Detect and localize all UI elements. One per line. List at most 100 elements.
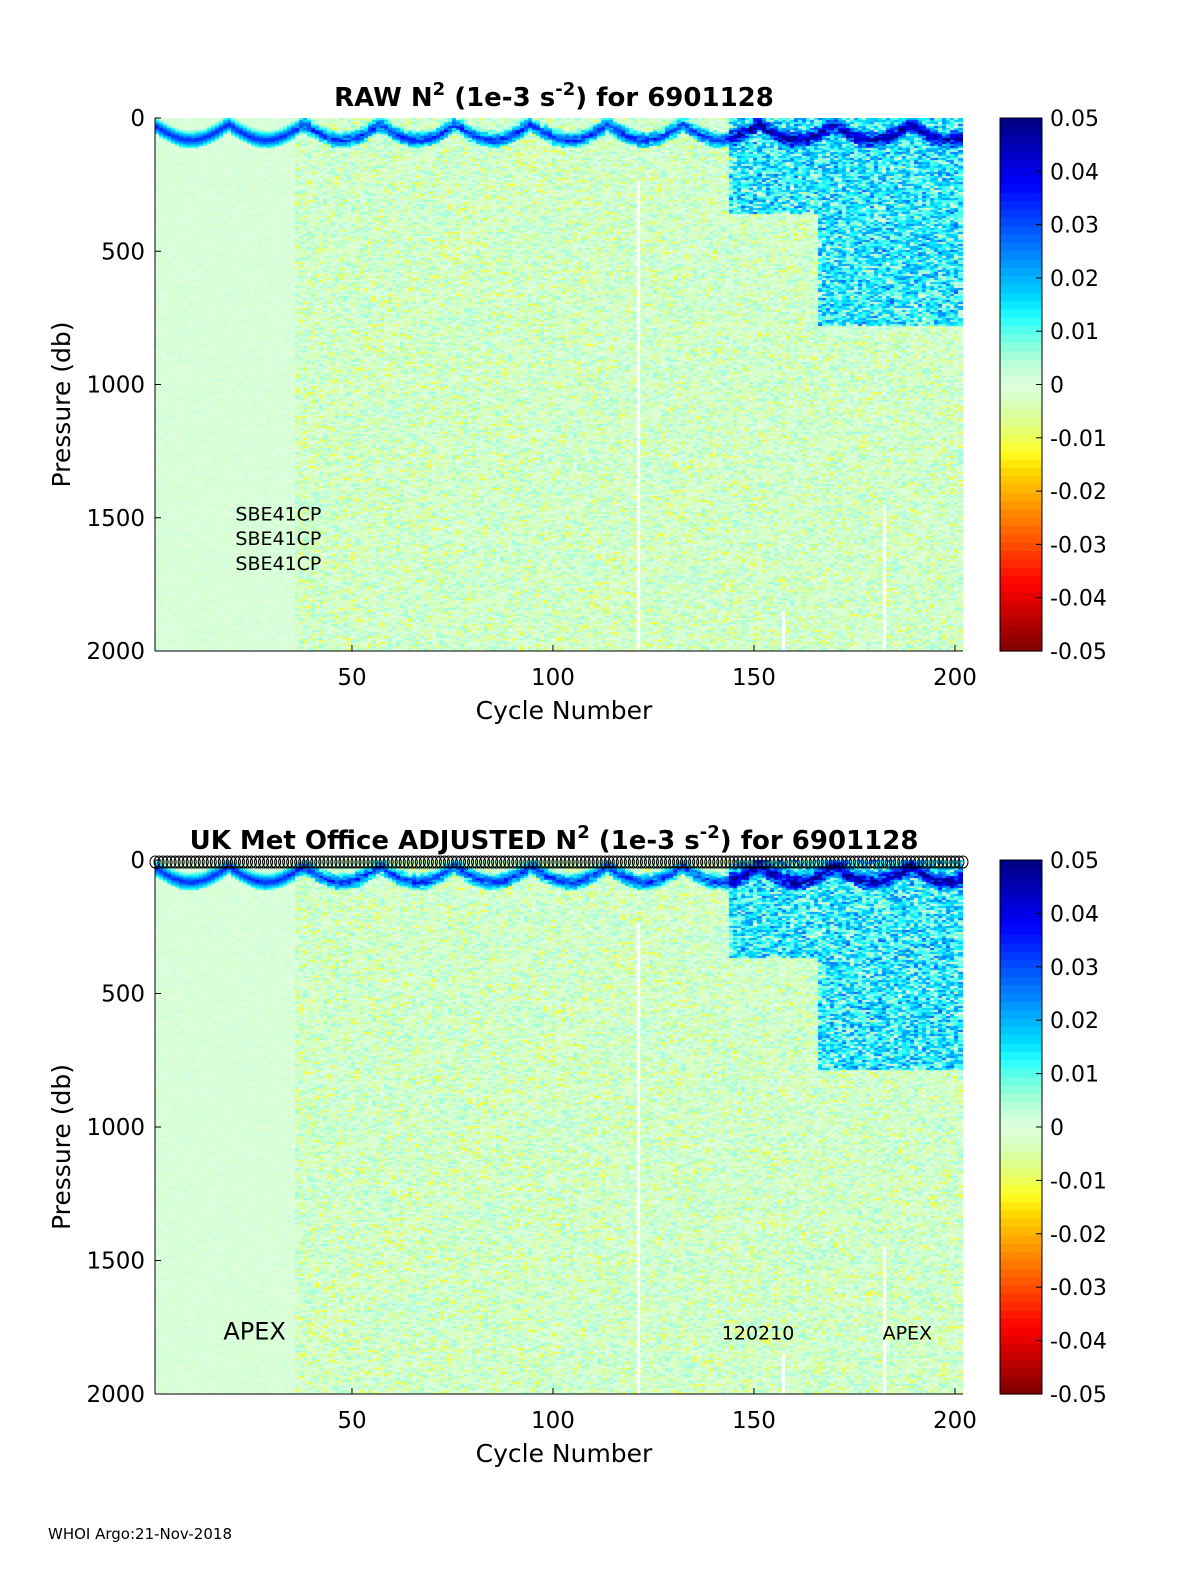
qc-marker	[366, 855, 378, 869]
qc-marker	[615, 855, 627, 869]
qc-marker	[422, 855, 434, 869]
colorbar-segment	[1000, 1352, 1042, 1362]
colorbar-segment	[1000, 1177, 1042, 1187]
qc-marker	[949, 855, 961, 869]
colorbar-segment	[1000, 985, 1042, 995]
qc-marker	[442, 855, 454, 869]
qc-marker	[314, 855, 326, 869]
qc-marker	[929, 855, 941, 869]
colorbar-tick-label: 0.01	[1050, 320, 1099, 345]
colorbar-segment	[1000, 893, 1042, 903]
qc-marker	[157, 855, 169, 869]
colorbar-segment	[1000, 209, 1042, 219]
colorbar-segment	[1000, 860, 1042, 869]
colorbar-segment	[1000, 1243, 1042, 1253]
qc-marker	[559, 855, 571, 869]
colorbar-segment	[1000, 1001, 1042, 1011]
annotation-label: SBE41CP	[235, 553, 321, 575]
qc-marker	[869, 855, 881, 869]
qc-marker	[249, 855, 261, 869]
qc-marker	[788, 855, 800, 869]
colorbar-segment	[1000, 642, 1042, 652]
qc-marker	[414, 855, 426, 869]
colorbar-segment	[1000, 267, 1042, 277]
qc-marker	[406, 855, 418, 869]
qc-marker	[627, 855, 639, 869]
qc-marker	[611, 855, 623, 869]
qc-marker	[848, 855, 860, 869]
qc-marker	[740, 855, 752, 869]
y-tick-label: 500	[101, 239, 145, 265]
qc-marker	[334, 855, 346, 869]
colorbar-segment	[1000, 1310, 1042, 1320]
x-tick-label: 150	[732, 1408, 776, 1434]
colorbar-tick-label: -0.02	[1050, 480, 1107, 505]
colorbar-segment	[1000, 1018, 1042, 1028]
colorbar-segment	[1000, 226, 1042, 236]
colorbar-segment	[1000, 376, 1042, 386]
colorbar-tick-label: 0.05	[1050, 849, 1099, 874]
x-tick-label: 150	[732, 665, 776, 691]
qc-marker	[523, 855, 535, 869]
qc-marker	[471, 855, 483, 869]
colorbar-segment	[1000, 401, 1042, 411]
qc-marker	[310, 855, 322, 869]
colorbar-tick-label: 0.02	[1050, 267, 1099, 292]
colorbar-segment	[1000, 159, 1042, 169]
qc-marker	[816, 855, 828, 869]
colorbar-segment	[1000, 1343, 1042, 1353]
chart-panel-1: 0 500 1000 1500 2000 50 100 150 200 Cycle Number P…	[47, 79, 1107, 725]
colorbar-tick-label: -0.01	[1050, 1169, 1107, 1194]
qc-marker	[483, 855, 495, 869]
colorbar-segment	[1000, 960, 1042, 970]
qc-marker	[229, 855, 241, 869]
colorbar-segment	[1000, 492, 1042, 502]
colorbar-segment	[1000, 1360, 1042, 1370]
qc-marker	[756, 855, 768, 869]
qc-marker	[748, 855, 760, 869]
y-tick-label: 1500	[86, 506, 145, 532]
colorbar-segment	[1000, 1335, 1042, 1345]
chart-title: RAW N2 (1e-3 s-2) for 6901128	[334, 79, 774, 113]
chart-title: UK Met Office ADJUSTED N2 (1e-3 s-2) for…	[190, 822, 919, 856]
qc-marker	[503, 855, 515, 869]
qc-marker	[865, 855, 877, 869]
colorbar-segment	[1000, 1260, 1042, 1270]
qc-marker	[237, 855, 249, 869]
y-axis-label: Pressure (db)	[47, 1064, 76, 1230]
qc-marker	[346, 855, 358, 869]
colorbar-segment	[1000, 868, 1042, 878]
colorbar-segment	[1000, 1043, 1042, 1053]
qc-marker	[656, 855, 668, 869]
colorbar-segment	[1000, 342, 1042, 352]
colorbar-segment	[1000, 1285, 1042, 1295]
qc-marker	[233, 855, 245, 869]
colorbar-tick-label: 0.01	[1050, 1063, 1099, 1088]
x-tick-label: 50	[337, 1408, 366, 1434]
qc-marker	[660, 855, 672, 869]
qc-marker	[937, 855, 949, 869]
qc-marker	[647, 855, 659, 869]
colorbar-segment	[1000, 317, 1042, 327]
colorbar-tick-label: -0.05	[1050, 640, 1107, 665]
colorbar-segment	[1000, 309, 1042, 319]
qc-marker	[599, 855, 611, 869]
colorbar-segment	[1000, 1218, 1042, 1228]
colorbar-segment	[1000, 192, 1042, 202]
qc-marker	[491, 855, 503, 869]
qc-marker	[672, 855, 684, 869]
colorbar-segment	[1000, 176, 1042, 186]
colorbar-segment	[1000, 617, 1042, 627]
qc-marker	[149, 855, 161, 869]
qc-marker	[374, 855, 386, 869]
qc-marker	[475, 855, 487, 869]
qc-marker	[925, 855, 937, 869]
qc-marker	[511, 855, 523, 869]
qc-marker	[322, 855, 334, 869]
qc-marker	[358, 855, 370, 869]
colorbar-tick-label: -0.04	[1050, 587, 1107, 612]
colorbar-segment	[1000, 284, 1042, 294]
qc-marker	[708, 855, 720, 869]
colorbar-segment	[1000, 259, 1042, 269]
qc-marker	[294, 855, 306, 869]
